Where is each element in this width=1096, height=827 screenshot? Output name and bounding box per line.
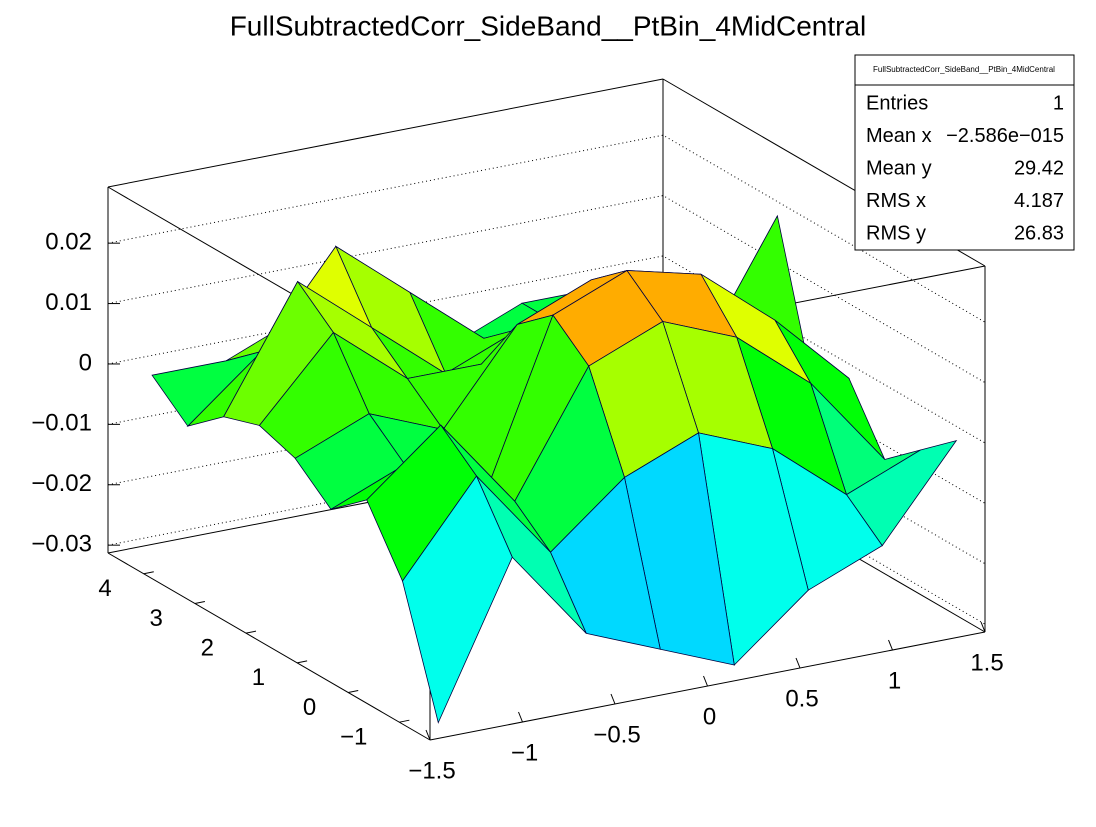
x-tick-label: −0.5 (593, 721, 640, 748)
y-tick-label: 0 (303, 694, 316, 721)
x-tick-mark (425, 729, 431, 741)
x-tick-label: 0 (703, 703, 716, 730)
y-tick-label: 2 (201, 634, 214, 661)
stats-label: Entries (866, 92, 928, 114)
x-tick-mark (980, 621, 986, 633)
y-tick-label: 4 (98, 575, 111, 602)
x-tick-mark (610, 693, 616, 705)
x-tick-label: 1 (888, 667, 901, 694)
x-tick-mark (795, 657, 801, 669)
x-tick-mark (518, 711, 523, 723)
x-tick-label: −1 (511, 739, 538, 766)
chart-title: FullSubtractedCorr_SideBand__PtBin_4MidC… (230, 10, 867, 41)
stats-value: 1 (1053, 92, 1064, 114)
stats-label: RMS x (866, 190, 926, 212)
grid-line (107, 195, 986, 383)
y-tick-mark (143, 571, 154, 575)
z-tick-label: −0.02 (31, 470, 92, 497)
y-tick-mark (194, 600, 205, 604)
surface-cell (402, 475, 513, 724)
y-tick-mark (245, 630, 257, 634)
grid-line (107, 134, 986, 323)
x-tick-mark (888, 639, 893, 651)
stats-value: −2.586e−015 (946, 125, 1064, 147)
stats-label: Mean y (866, 157, 932, 179)
box-edge (107, 552, 431, 741)
stats-frame (854, 54, 1075, 251)
grid-line (107, 436, 986, 625)
x-tick-mark (703, 675, 708, 687)
y-tick-label: 3 (150, 605, 163, 632)
y-tick-mark (297, 660, 308, 664)
z-tick-label: −0.01 (31, 410, 92, 437)
x-tick-label: 0.5 (785, 685, 818, 712)
x-tick-label: 1.5 (970, 649, 1003, 676)
x-tick-label: −1.5 (408, 757, 455, 784)
z-tick-label: 0 (79, 349, 92, 376)
box-edge (107, 78, 664, 188)
z-tick-label: 0.01 (45, 289, 92, 316)
z-tick-label: 0.02 (45, 229, 92, 256)
surface (151, 214, 958, 724)
stats-value: 26.83 (1014, 222, 1064, 244)
y-tick-label: −1 (340, 724, 367, 751)
stats-title: FullSubtractedCorr_SideBand__PtBin_4MidC… (873, 65, 1055, 74)
stats-value: 29.42 (1014, 157, 1064, 179)
stats-label: Mean x (866, 125, 932, 147)
y-tick-mark (348, 690, 359, 693)
y-tick-label: 1 (252, 664, 265, 691)
z-tick-label: −0.03 (31, 530, 92, 557)
stats-value: 4.187 (1014, 190, 1064, 212)
y-tick-mark (399, 719, 410, 723)
stats-label: RMS y (866, 222, 926, 244)
stats-box: FullSubtractedCorr_SideBand__PtBin_4MidC… (854, 54, 1075, 251)
